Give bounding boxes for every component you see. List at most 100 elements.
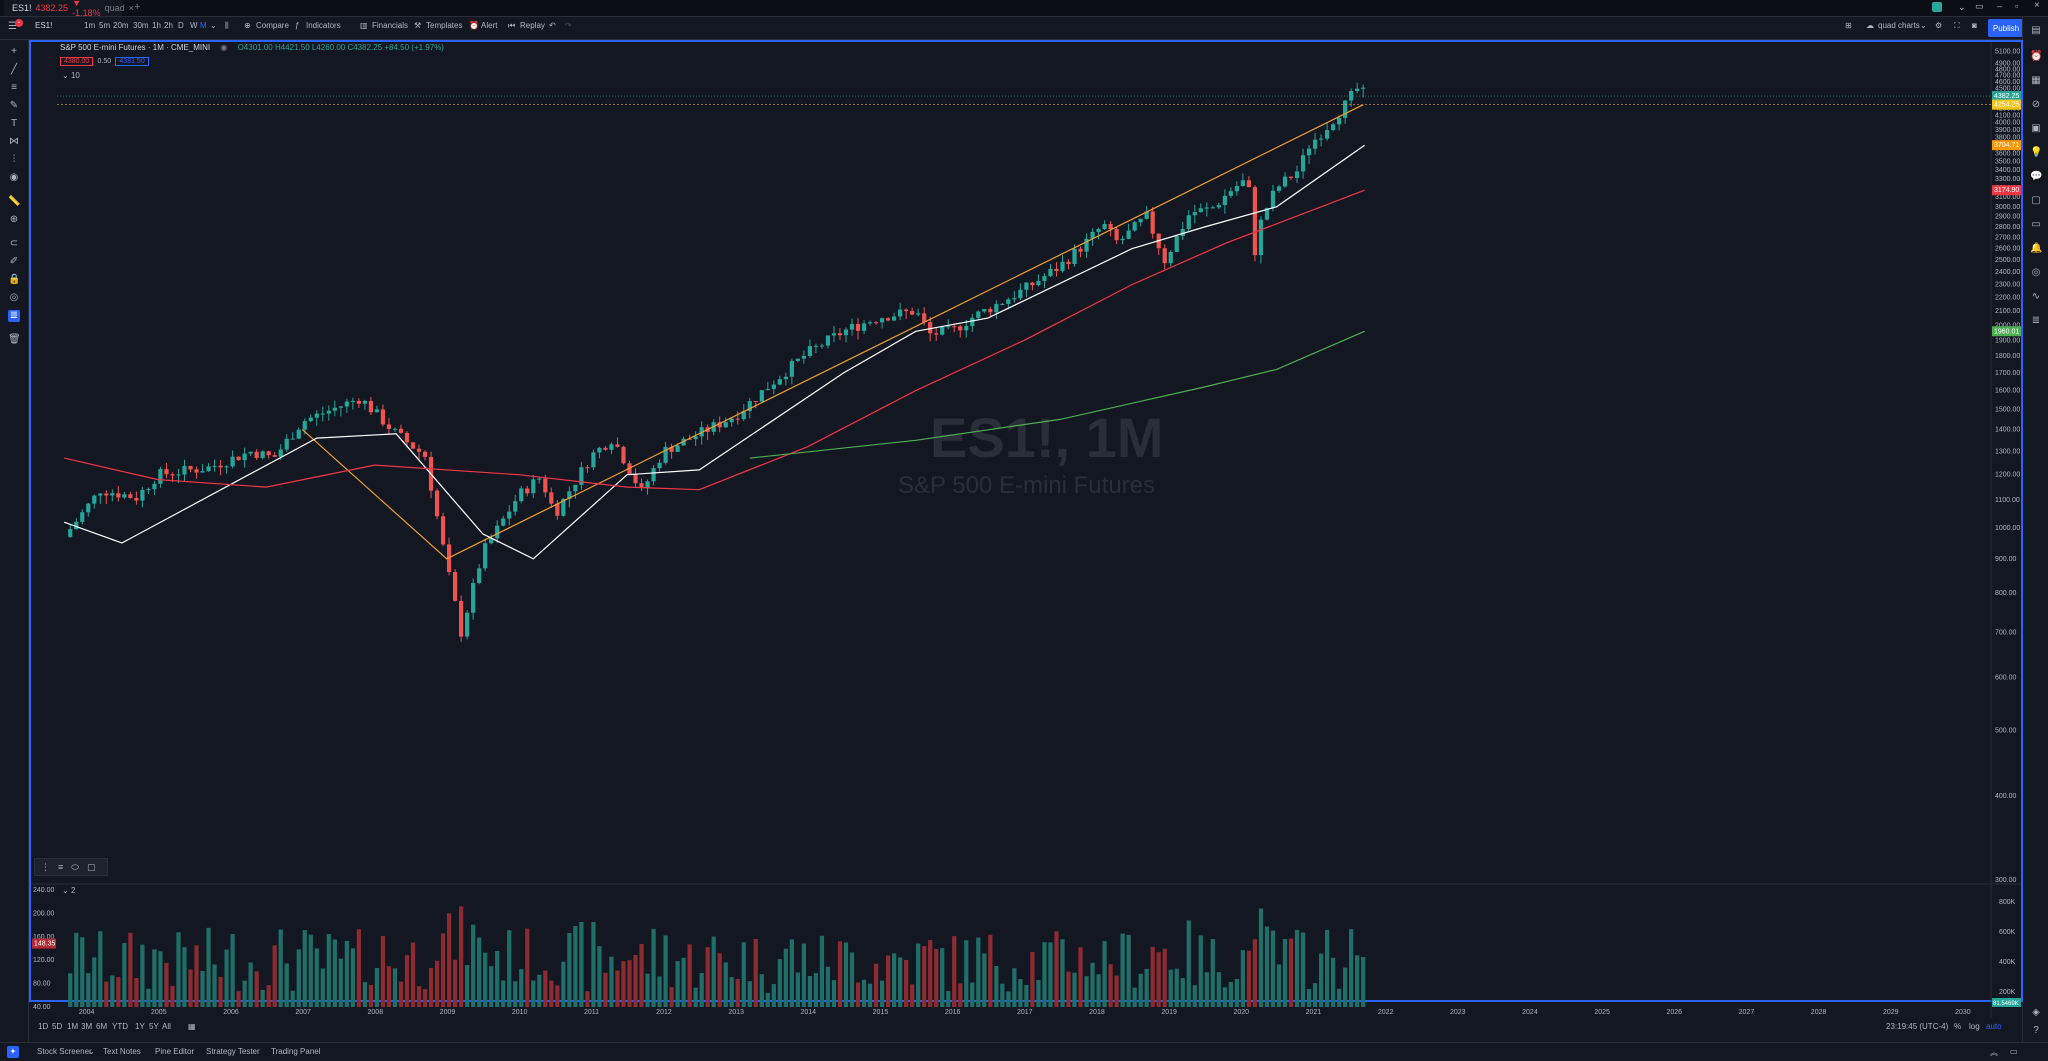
ideas-icon[interactable]: 💡 (2030, 147, 2043, 158)
watchlist-icon[interactable]: ▤ (2031, 25, 2041, 36)
replay-icon[interactable]: ⏮ (508, 21, 516, 30)
chevron-down-icon[interactable]: ⌄ (1920, 21, 1927, 30)
tab-text-notes[interactable]: Text Notes (103, 1047, 141, 1056)
trash-icon[interactable]: 🗑 (8, 334, 21, 345)
interval-20m[interactable]: 20m (113, 21, 129, 30)
fullscreen-icon[interactable]: ⛶ (1954, 21, 1960, 30)
chats-icon[interactable]: ▢ (2031, 195, 2041, 206)
volume-indicators-toggle[interactable]: ⌄ 2 (62, 886, 75, 895)
notifications-icon[interactable]: 🔔 (2030, 243, 2043, 254)
log-scale-toggle[interactable]: log (1969, 1022, 1980, 1031)
menu-icon[interactable]: ☰ (8, 21, 17, 32)
sell-button[interactable]: 4380.00 (60, 57, 94, 66)
tab-trading-panel[interactable]: Trading Panel (271, 1047, 321, 1056)
pattern-icon[interactable]: ⋈ (9, 136, 19, 147)
new-tab-icon[interactable]: + (134, 1, 141, 13)
maximize-panel-icon[interactable]: ▭ (2010, 1047, 2018, 1056)
layers-icon[interactable]: ◈ (2032, 1007, 2040, 1018)
alert-button[interactable]: Alert (481, 21, 498, 30)
notification-icon[interactable] (1932, 2, 1942, 12)
interval-2h[interactable]: 2h (164, 21, 173, 30)
chevron-down-icon[interactable]: ⌄ (210, 21, 217, 30)
collapse-panel-icon[interactable]: ︽ (1990, 1048, 1998, 1057)
undo-icon[interactable]: ↶ (549, 21, 556, 30)
range-1m[interactable]: 1M (67, 1022, 79, 1031)
indicators-icon[interactable]: ƒ (295, 21, 300, 30)
layout-icon[interactable]: ⊞ (1845, 21, 1852, 30)
layers-icon[interactable]: ≡ (58, 862, 64, 872)
help-icon[interactable]: ? (2033, 1025, 2039, 1036)
zoom-icon[interactable]: ⊕ (9, 214, 19, 225)
tab-stock-screener[interactable]: Stock Screener (37, 1047, 92, 1056)
range-6m[interactable]: 6M (96, 1022, 108, 1031)
account-icon[interactable]: ▭ (1975, 1, 1984, 11)
interval-1h[interactable]: 1h (152, 21, 161, 30)
legend-eye-icon[interactable]: ◉ (220, 43, 228, 52)
clock[interactable]: 23:19:45 (UTC-4) (1886, 1022, 1949, 1031)
tab-strategy-tester[interactable]: Strategy Tester (206, 1047, 260, 1056)
candles-icon[interactable]: ⫼ (225, 21, 229, 30)
main-chart[interactable]: 5100.00 4900.004800.004700.004600.004500.… (31, 42, 2021, 1018)
alert-icon[interactable]: ⏰ (469, 21, 479, 30)
range-ytd[interactable]: YTD (112, 1022, 128, 1031)
frame-icon[interactable]: ▢ (86, 861, 96, 872)
redo-icon[interactable]: ↷ (565, 21, 572, 30)
interval-5m[interactable]: 5m (99, 21, 111, 30)
symbol-search[interactable]: ES1! (35, 21, 53, 30)
hotlist-icon[interactable]: ⊘ (2031, 99, 2041, 110)
shape-icon[interactable]: ⬭ (71, 861, 79, 872)
drag-handle-icon[interactable]: ⋮ (41, 861, 50, 872)
interval-m[interactable]: M (200, 21, 207, 30)
chevron-down-icon[interactable]: ⌄ (88, 1047, 95, 1056)
range-1y[interactable]: 1Y (135, 1022, 145, 1031)
chevron-down-icon[interactable]: ⌄ (1958, 2, 1966, 12)
fib-icon[interactable]: ⫶ (12, 154, 16, 165)
eye-icon[interactable]: ◉ (9, 172, 19, 183)
range-all[interactable]: All (162, 1022, 171, 1031)
hide-icon[interactable]: ◎ (9, 292, 19, 303)
range-5d[interactable]: 5D (52, 1022, 63, 1031)
dom-icon[interactable]: ≣ (2031, 315, 2041, 326)
close-window-icon[interactable]: × (2034, 0, 2040, 11)
stay-drawing-icon[interactable]: ✐ (9, 256, 19, 267)
range-1d[interactable]: 1D (38, 1022, 49, 1031)
chart-tab[interactable]: ES1! 4382.25 ▼ -1.18% quad × (4, 0, 134, 18)
percent-scale-toggle[interactable]: % (1954, 1022, 1962, 1031)
goto-date-icon[interactable]: ▦ (188, 1022, 196, 1031)
trend-line-icon[interactable]: ╱ (10, 64, 18, 75)
streams-icon[interactable]: ▭ (2031, 219, 2041, 230)
templates-icon[interactable]: ⚒ (414, 21, 422, 30)
interval-1m[interactable]: 1m (84, 21, 96, 30)
layout-name[interactable]: quad charts (1878, 21, 1920, 30)
compare-icon[interactable]: ⊕ (244, 21, 251, 30)
interval-30m[interactable]: 30m (133, 21, 149, 30)
settings-icon[interactable]: ⚙ (1935, 21, 1943, 30)
brush-icon[interactable]: ✎ (9, 100, 19, 111)
ruler-icon[interactable]: 📏 (8, 196, 21, 207)
text-tool-icon[interactable]: T (10, 118, 18, 129)
range-3m[interactable]: 3M (81, 1022, 93, 1031)
lock-icon[interactable]: 🔒 (8, 274, 21, 285)
financials-button[interactable]: Financials (372, 21, 409, 30)
camera-icon[interactable]: ◙ (1972, 21, 1977, 30)
minimize-icon[interactable]: – (1997, 1, 2003, 11)
range-5y[interactable]: 5Y (149, 1022, 159, 1031)
interval-d[interactable]: D (178, 21, 184, 30)
magnet-icon[interactable]: ⊂ (9, 238, 19, 249)
chat-icon[interactable]: 💬 (2030, 171, 2043, 182)
parallel-channel-icon[interactable]: ≡ (11, 82, 17, 93)
buy-button[interactable]: 4381.50 (115, 57, 149, 66)
tab-pine-editor[interactable]: Pine Editor (155, 1047, 195, 1056)
close-tab-icon[interactable]: × (128, 3, 134, 13)
cloud-icon[interactable]: ☁ (1866, 21, 1874, 30)
broadcast-icon[interactable]: ◎ (2031, 267, 2041, 278)
indicators-toggle[interactable]: ⌄ 10 (62, 71, 80, 80)
financials-icon[interactable]: ▥ (360, 21, 368, 30)
calendar-icon[interactable]: ▣ (2031, 123, 2041, 134)
restore-icon[interactable]: ▫ (2015, 1, 2019, 11)
interval-w[interactable]: W (190, 21, 198, 30)
star-icon[interactable]: ✦ (7, 1046, 19, 1058)
replay-button[interactable]: Replay (520, 21, 545, 30)
data-window-icon[interactable]: ▦ (2031, 75, 2041, 86)
publish-button[interactable]: Publish (1988, 19, 2024, 37)
